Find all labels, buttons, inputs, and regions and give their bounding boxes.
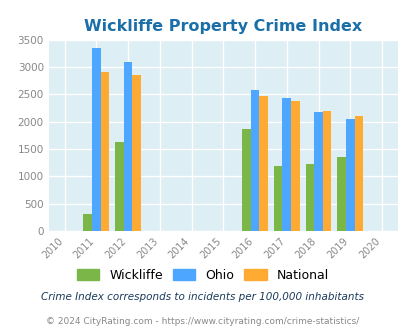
Legend: Wickliffe, Ohio, National: Wickliffe, Ohio, National (72, 264, 333, 287)
Bar (322, 111, 330, 231)
Bar (305, 164, 313, 231)
Bar (83, 214, 92, 231)
Text: Crime Index corresponds to incidents per 100,000 inhabitants: Crime Index corresponds to incidents per… (41, 292, 364, 302)
Bar (259, 96, 267, 231)
Bar (354, 116, 362, 231)
Bar (313, 112, 322, 231)
Bar (337, 157, 345, 231)
Bar (290, 101, 299, 231)
Bar (132, 75, 141, 231)
Bar (345, 119, 354, 231)
Bar (282, 98, 290, 231)
Title: Wickliffe Property Crime Index: Wickliffe Property Crime Index (84, 19, 362, 34)
Bar (115, 143, 124, 231)
Bar (124, 62, 132, 231)
Bar (100, 72, 109, 231)
Bar (250, 90, 259, 231)
Bar (273, 166, 282, 231)
Text: © 2024 CityRating.com - https://www.cityrating.com/crime-statistics/: © 2024 CityRating.com - https://www.city… (46, 317, 359, 326)
Bar (92, 49, 100, 231)
Bar (242, 129, 250, 231)
